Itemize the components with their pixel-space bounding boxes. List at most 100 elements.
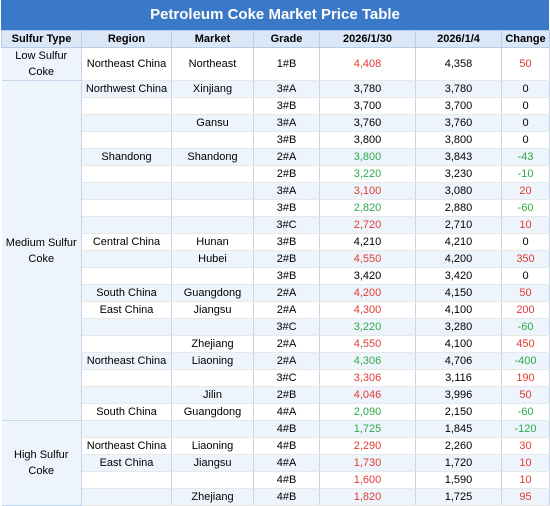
table-row: 3#C 3,220 3,280 -60	[2, 318, 550, 336]
price-2026-1-4-cell: 1,720	[415, 454, 502, 472]
market-cell: Jiangsu	[171, 454, 254, 472]
price-2026-1-4-cell: 1,725	[415, 488, 502, 506]
market-cell: Guangdong	[171, 403, 254, 421]
market-cell: Guangdong	[171, 284, 254, 302]
market-cell: Jiangsu	[171, 301, 254, 319]
grade-cell: 3#C	[253, 318, 320, 336]
table-row: 3#C 2,720 2,710 10	[2, 216, 550, 234]
grade-cell: 3#B	[253, 131, 320, 149]
table-row: East China Jiangsu 2#A 4,300 4,100 200	[2, 301, 550, 319]
price-2026-1-30-cell: 3,306	[319, 369, 416, 387]
price-2026-1-30-cell: 3,220	[319, 318, 416, 336]
change-cell: 50	[501, 284, 550, 302]
change-cell: 450	[501, 335, 550, 353]
grade-cell: 3#B	[253, 97, 320, 115]
price-2026-1-30-cell: 2,720	[319, 216, 416, 234]
price-2026-1-4-cell: 4,150	[415, 284, 502, 302]
price-2026-1-4-cell: 3,420	[415, 267, 502, 285]
grade-cell: 2#B	[253, 165, 320, 183]
grade-cell: 4#B	[253, 437, 320, 455]
change-cell: 0	[501, 131, 550, 149]
grade-cell: 4#B	[253, 471, 320, 489]
change-cell: 50	[501, 386, 550, 404]
table-row: Zhejiang 4#B 1,820 1,725 95	[2, 488, 550, 506]
market-cell	[171, 165, 254, 183]
market-cell	[171, 471, 254, 489]
table-row: 3#B 3,800 3,800 0	[2, 131, 550, 149]
grade-cell: 2#A	[253, 284, 320, 302]
change-cell: 50	[501, 47, 550, 81]
price-2026-1-30-cell: 4,300	[319, 301, 416, 319]
market-cell	[171, 267, 254, 285]
region-cell	[81, 165, 172, 183]
table-row: Northeast China Liaoning 4#B 2,290 2,260 30	[2, 437, 550, 455]
price-2026-1-4-cell: 4,210	[415, 233, 502, 251]
change-cell: 0	[501, 267, 550, 285]
market-cell: Jilin	[171, 386, 254, 404]
price-2026-1-4-cell: 3,280	[415, 318, 502, 336]
grade-cell: 4#A	[253, 403, 320, 421]
table-row: 3#B 3,420 3,420 0	[2, 267, 550, 285]
header-market: Market	[171, 30, 254, 48]
table-row: 3#B 3,700 3,700 0	[2, 97, 550, 115]
region-cell: Northeast China	[81, 47, 172, 81]
region-cell: South China	[81, 403, 172, 421]
price-2026-1-30-cell: 4,408	[319, 47, 416, 81]
table-row: East China Jiangsu 4#A 1,730 1,720 10	[2, 454, 550, 472]
change-cell: 10	[501, 216, 550, 234]
region-cell	[81, 335, 172, 353]
price-2026-1-30-cell: 4,550	[319, 335, 416, 353]
grade-cell: 3#A	[253, 114, 320, 132]
region-cell: Shandong	[81, 148, 172, 166]
price-2026-1-30-cell: 2,090	[319, 403, 416, 421]
market-cell	[171, 216, 254, 234]
price-2026-1-4-cell: 3,116	[415, 369, 502, 387]
region-cell	[81, 199, 172, 217]
price-2026-1-30-cell: 1,725	[319, 420, 416, 438]
price-2026-1-4-cell: 4,100	[415, 335, 502, 353]
grade-cell: 3#B	[253, 267, 320, 285]
change-cell: 0	[501, 97, 550, 115]
table-row: Jilin 2#B 4,046 3,996 50	[2, 386, 550, 404]
market-cell: Xinjiang	[171, 80, 254, 98]
table-row: Gansu 3#A 3,760 3,760 0	[2, 114, 550, 132]
region-cell	[81, 131, 172, 149]
market-cell: Hunan	[171, 233, 254, 251]
price-2026-1-4-cell: 2,150	[415, 403, 502, 421]
table-row: Zhejiang 2#A 4,550 4,100 450	[2, 335, 550, 353]
change-cell: 350	[501, 250, 550, 268]
region-cell	[81, 250, 172, 268]
change-cell: -10	[501, 165, 550, 183]
region-cell	[81, 369, 172, 387]
change-cell: -43	[501, 148, 550, 166]
table-row: 3#C 3,306 3,116 190	[2, 369, 550, 387]
price-2026-1-4-cell: 3,996	[415, 386, 502, 404]
market-cell: Zhejiang	[171, 488, 254, 506]
table-row: Hubei 2#B 4,550 4,200 350	[2, 250, 550, 268]
table-row: South China Guangdong 4#A 2,090 2,150 -60	[2, 403, 550, 421]
table-row: 2#B 3,220 3,230 -10	[2, 165, 550, 183]
header-row: Sulfur Type Region Market Grade 2026/1/3…	[1, 30, 550, 48]
grade-cell: 4#A	[253, 454, 320, 472]
header-price-2026-1-30: 2026/1/30	[319, 30, 416, 48]
table-row: South China Guangdong 2#A 4,200 4,150 50	[2, 284, 550, 302]
sulfur-type-cell: High Sulfur Coke	[1, 420, 82, 506]
change-cell: 200	[501, 301, 550, 319]
table-row: Low Sulfur Coke Northeast China Northeast 1…	[1, 47, 550, 81]
region-cell: South China	[81, 284, 172, 302]
region-cell: East China	[81, 301, 172, 319]
change-cell: 95	[501, 488, 550, 506]
price-2026-1-30-cell: 3,420	[319, 267, 416, 285]
region-cell: Northeast China	[81, 352, 172, 370]
price-2026-1-30-cell: 3,800	[319, 131, 416, 149]
region-cell	[81, 216, 172, 234]
region-cell	[81, 97, 172, 115]
table-row: 3#A 3,100 3,080 20	[2, 182, 550, 200]
market-cell: Northeast	[171, 47, 254, 81]
price-2026-1-30-cell: 4,210	[319, 233, 416, 251]
price-2026-1-30-cell: 2,290	[319, 437, 416, 455]
region-cell: Northeast China	[81, 437, 172, 455]
header-region: Region	[81, 30, 172, 48]
price-2026-1-4-cell: 3,843	[415, 148, 502, 166]
table-row: Medium Sulfur Coke Northwest China Xinjian…	[1, 80, 550, 421]
